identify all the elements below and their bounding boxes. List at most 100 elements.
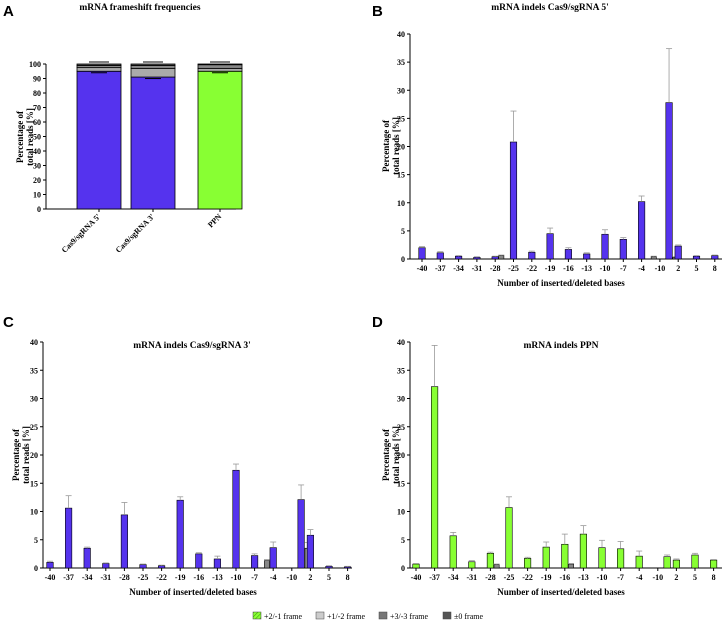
panel-d-bar xyxy=(505,507,513,569)
legend-label-plus2: +2/-1 frame xyxy=(264,612,303,621)
panel-d-xtick-label: -10 xyxy=(652,573,663,582)
panel-b-bar xyxy=(418,247,426,260)
legend-label-plus1: +1/-2 frame xyxy=(327,612,366,621)
panel-d-xtick-label: -7 xyxy=(617,573,624,582)
panel-c-ytick-label: 5 xyxy=(34,536,38,545)
panel-d-xlabel: Number of inserted/deleted bases xyxy=(497,587,625,597)
panel-d-ytick-label: 40 xyxy=(397,338,405,347)
panel-a-xtick-label: Cas9/sgRNA 3' xyxy=(114,212,157,255)
panel-c-xtick-label: -4 xyxy=(270,573,277,582)
panel-b-ytick-label: 20 xyxy=(397,143,405,152)
panel-b-bar xyxy=(455,255,463,260)
panel-c-xtick-label: 8 xyxy=(346,573,350,582)
panel-b-ytick-label: 0 xyxy=(401,255,405,264)
panel-b-bar xyxy=(674,245,682,260)
panel-d-ytick-label: 20 xyxy=(397,451,405,460)
panel-a-bar-segment xyxy=(76,67,122,72)
panel-b-bar xyxy=(564,249,572,260)
panel-d-bar xyxy=(412,563,420,569)
panel-b-xtick-label: -7 xyxy=(620,264,627,273)
panel-d-xtick-label: -10 xyxy=(597,573,608,582)
panel-b-xtick-label: -22 xyxy=(526,264,537,273)
panel-c-ytick-label: 15 xyxy=(30,479,38,488)
panel-b-xtick-label: -16 xyxy=(563,264,574,273)
panel-c-ytick-label: 20 xyxy=(30,451,38,460)
panel-d-ytick-label: 15 xyxy=(397,479,405,488)
panel-d-xtick-label: -34 xyxy=(448,573,459,582)
panel-d-xtick-label: 2 xyxy=(674,573,678,582)
panel-d-ytick-label: 10 xyxy=(397,508,405,517)
panel-b-xtick-label: -28 xyxy=(490,264,501,273)
legend-swatch-plus1 xyxy=(315,611,325,620)
panel-c-xtick-label: -10 xyxy=(231,573,242,582)
panel-a-ytick-label: 30 xyxy=(33,162,41,171)
panel-b-ytick-label: 10 xyxy=(397,199,405,208)
panel-c-xtick-label: 2 xyxy=(308,573,312,582)
panel-a-ytick-label: 50 xyxy=(33,133,41,142)
panel-a-xtick-label: PPN xyxy=(206,212,224,230)
panel-b-xtick-label: 2 xyxy=(676,264,680,273)
panel-d-xtick-label: -25 xyxy=(504,573,515,582)
panel-a-bar-segment xyxy=(197,63,243,66)
panel-c-xtick-label: -34 xyxy=(82,573,93,582)
panel-c-bar xyxy=(297,499,305,569)
panel-c-bar xyxy=(213,558,221,569)
panel-a-bar-segment xyxy=(130,76,176,210)
panel-b-bar xyxy=(692,255,701,260)
panel-c-xtick-label: -28 xyxy=(119,573,130,582)
panel-b-bar xyxy=(546,233,554,260)
panel-d-xtick-label: 8 xyxy=(712,573,716,582)
panel-d-bar xyxy=(524,558,532,569)
panel-d-bar xyxy=(598,547,606,569)
panel-b-xtick-label: 8 xyxy=(713,264,717,273)
panel-d-title: mRNA indels PPN xyxy=(524,341,599,351)
panel-a-bar-segment xyxy=(197,64,243,69)
panel-a-bar-segment xyxy=(76,70,122,210)
panel-a-ytick-label: 90 xyxy=(33,75,41,84)
panel-b-bar xyxy=(528,251,536,260)
panel-b-xtick-label: -25 xyxy=(508,264,519,273)
panel-b-ytick-label: 25 xyxy=(397,114,405,123)
panel-a-bar-segment xyxy=(130,63,176,66)
panel-c-bar xyxy=(232,469,240,569)
panel-c-ytick-label: 40 xyxy=(30,338,38,347)
panel-c-bar xyxy=(158,565,166,569)
panel-c-title: mRNA indels Cas9/sgRNA 3' xyxy=(133,341,250,351)
panel-b-xtick-label: 5 xyxy=(695,264,699,273)
panel-c-xtick-label: -13 xyxy=(212,573,223,582)
panel-c-bar xyxy=(120,514,128,569)
panel-d-bar xyxy=(617,548,625,569)
panel-a-bar-segment xyxy=(76,63,122,66)
panel-c-ylabel: Percentage oftotal reads [%] xyxy=(11,426,31,484)
panel-d-ytick-label: 0 xyxy=(401,564,405,573)
panel-b-bar xyxy=(619,239,627,260)
panel-b-xtick-label: -37 xyxy=(435,264,446,273)
panel-b-bar xyxy=(509,141,518,260)
panel-b-bar xyxy=(665,102,673,260)
panel-b-ytick-label: 30 xyxy=(397,86,405,95)
panel-d-xtick-label: -13 xyxy=(578,573,589,582)
panel-d-bar xyxy=(663,556,671,569)
panel-d-bar xyxy=(672,559,680,569)
panel-c-xtick-label: -31 xyxy=(100,573,111,582)
panel-c-bar xyxy=(83,547,91,569)
panel-a-ytick-label: 20 xyxy=(33,176,41,185)
panel-d-bar xyxy=(561,543,569,569)
panel-a-bar-segment xyxy=(130,67,176,78)
legend-swatch-plus2 xyxy=(252,611,262,620)
panel-d-xtick-label: -31 xyxy=(466,573,477,582)
panel-a-ytick-label: 10 xyxy=(33,191,41,200)
panel-b-bar xyxy=(583,253,591,260)
panel-d-bar xyxy=(710,559,718,569)
panel-d-bar xyxy=(542,546,550,569)
panel-d-xtick-label: -28 xyxy=(485,573,496,582)
panel-d-xtick-label: -4 xyxy=(636,573,643,582)
panel-a-chart: mRNA frameshift frequencies Percentage o… xyxy=(15,3,243,255)
panel-b-bar xyxy=(498,255,505,260)
panel-a-ylabel: Percentage oftotal reads [%] xyxy=(15,108,35,166)
panel-d-ytick-label: 5 xyxy=(401,536,405,545)
panel-d-bar xyxy=(468,561,476,569)
panel-d-xtick-label: -16 xyxy=(559,573,570,582)
panel-c-ytick-label: 0 xyxy=(34,564,38,573)
